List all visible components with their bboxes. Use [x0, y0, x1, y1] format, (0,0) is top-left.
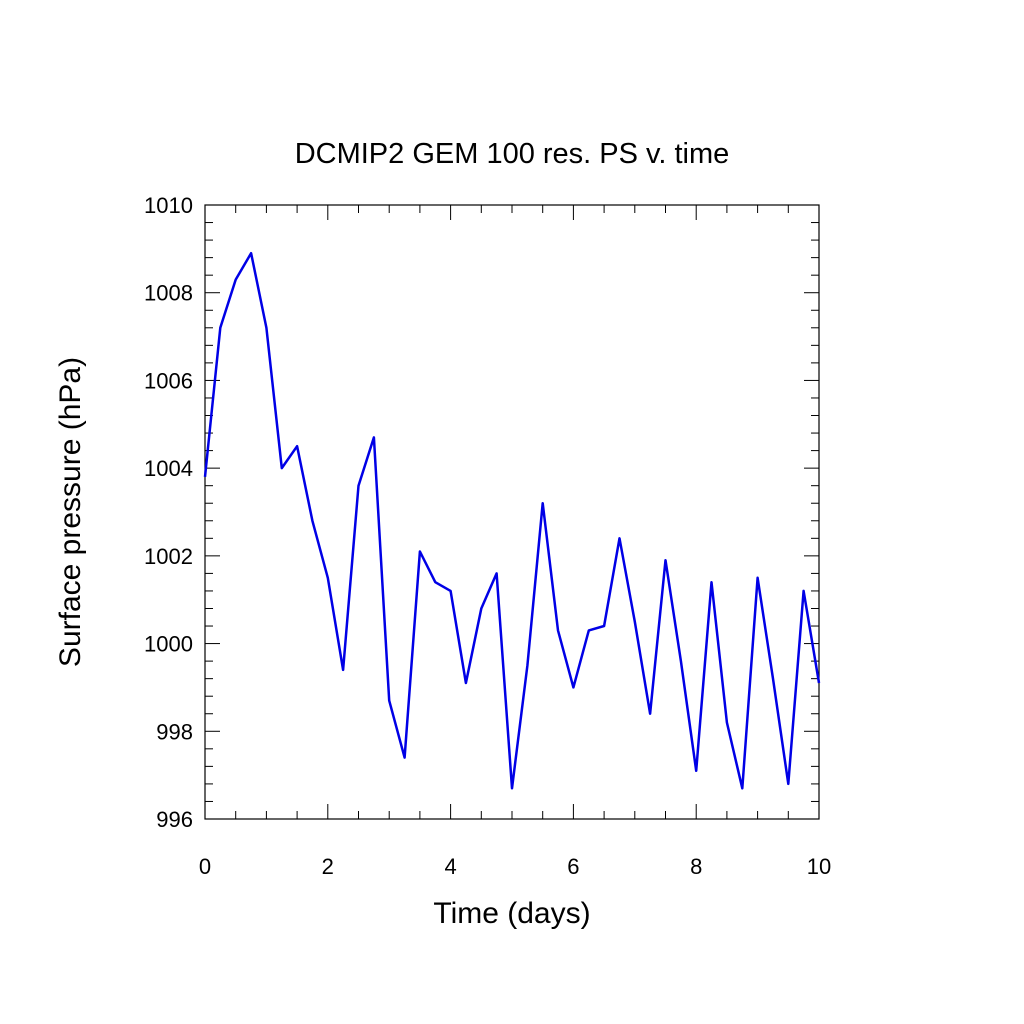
y-tick-label: 998	[156, 719, 193, 744]
chart-title: DCMIP2 GEM 100 res. PS v. time	[295, 138, 730, 170]
y-tick-label: 1008	[144, 281, 193, 306]
plot-area: 0 2 4 6 8 10 996 998 1000 1002 1004 1006 1008 1010	[144, 193, 831, 879]
x-tick-label: 2	[322, 854, 334, 879]
y-tick-label: 1004	[144, 456, 193, 481]
y-axis-label: Surface pressure (hPa)	[54, 357, 87, 667]
y-tick-label: 1002	[144, 544, 193, 569]
x-tick-label: 4	[444, 854, 456, 879]
axis-ticks	[204, 204, 820, 820]
series-line-surface-pressure	[203, 251, 821, 790]
y-tick-label: 1006	[144, 368, 193, 393]
x-tick-label: 6	[567, 854, 579, 879]
x-tick-label: 10	[807, 854, 831, 879]
x-tick-label: 0	[199, 854, 211, 879]
y-tick-label: 1010	[144, 193, 193, 218]
x-axis-label: Time (days)	[433, 897, 590, 930]
y-tick-label: 1000	[144, 632, 193, 657]
axis-tick-labels: 0 2 4 6 8 10 996 998 1000 1002 1004 1006 1008 1010	[144, 193, 831, 879]
x-tick-label: 8	[690, 854, 702, 879]
y-tick-label: 996	[156, 807, 193, 832]
series-group	[203, 251, 821, 790]
